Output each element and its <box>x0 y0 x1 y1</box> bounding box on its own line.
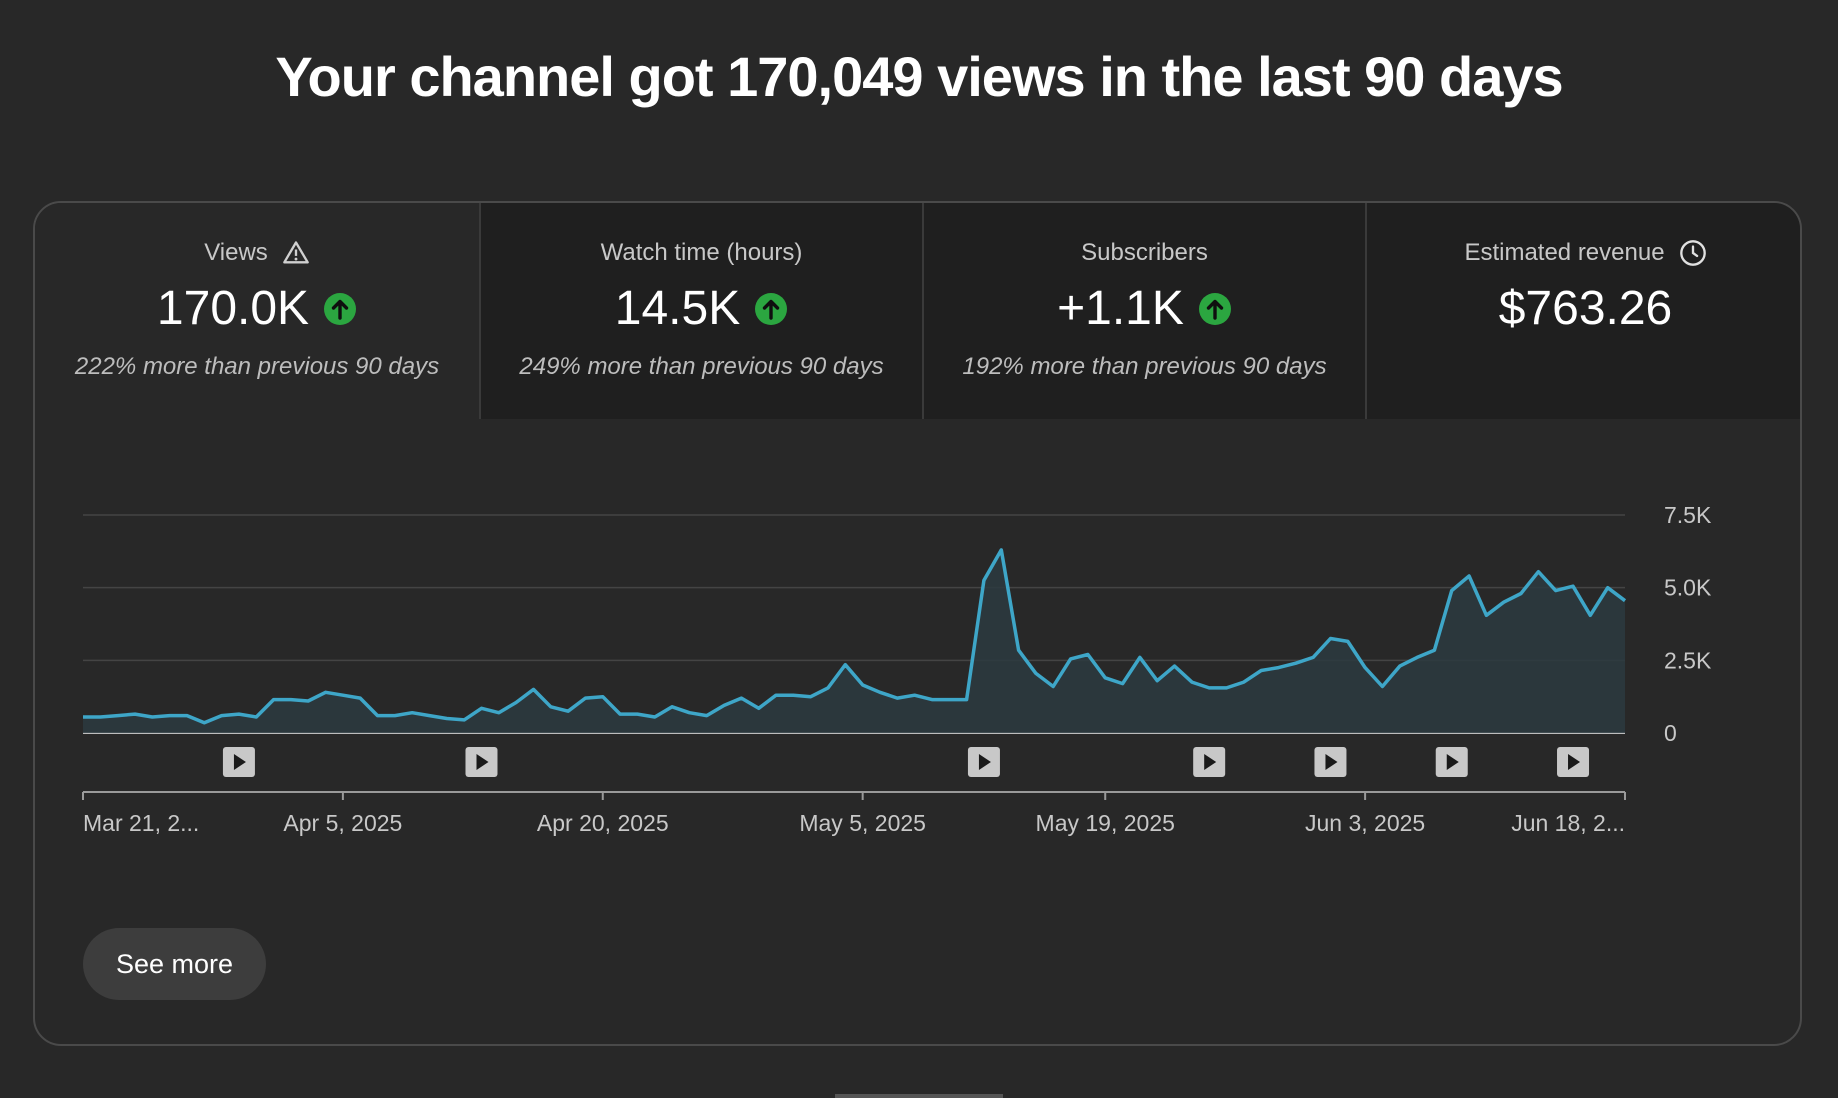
y-tick-label: 2.5K <box>1664 647 1712 673</box>
tab-value: +1.1K <box>1057 282 1184 335</box>
tab-comparison: 222% more than previous 90 days <box>74 353 440 380</box>
video-marker-icon[interactable] <box>465 747 498 777</box>
x-tick-label: May 5, 2025 <box>799 810 926 836</box>
trend-up-icon <box>755 292 788 325</box>
x-tick-label: Mar 21, 2... <box>83 810 199 836</box>
bottom-indicator <box>835 1094 1003 1098</box>
metric-tabs: Views 170.0K 222% more than previous 90 … <box>35 203 1800 419</box>
x-tick-label: Jun 18, 2... <box>1511 810 1625 836</box>
tab-comparison: 249% more than previous 90 days <box>519 353 884 380</box>
video-marker-icon[interactable] <box>1435 747 1468 777</box>
series-area <box>83 549 1625 733</box>
tab-value: $763.26 <box>1498 282 1673 335</box>
video-marker-icon[interactable] <box>967 747 1000 777</box>
video-marker-icon[interactable] <box>1557 747 1590 777</box>
tab-watch-time[interactable]: Watch time (hours) 14.5K 249% more than … <box>479 203 922 419</box>
y-tick-label: 0 <box>1664 720 1677 746</box>
tab-value: 170.0K <box>156 282 310 335</box>
views-area-chart: 0 2.5K 5.0K 7.5K Mar 21, 2... Apr 5, 2025 Apr … <box>82 502 1712 836</box>
x-tick-label: Apr 20, 2025 <box>537 810 669 836</box>
analytics-card: Views 170.0K 222% more than previous 90 … <box>33 201 1802 1046</box>
tab-label: Watch time (hours) <box>600 239 803 266</box>
tab-estimated-revenue[interactable]: Estimated revenue $763.26 <box>1365 203 1800 419</box>
tab-comparison: 192% more than previous 90 days <box>962 353 1327 380</box>
x-tick-label: Jun 3, 2025 <box>1305 810 1425 836</box>
tab-label: Views <box>204 239 268 266</box>
x-tick-label: Apr 5, 2025 <box>283 810 402 836</box>
y-tick-label: 5.0K <box>1664 575 1712 601</box>
x-tick-label: May 19, 2025 <box>1036 810 1175 836</box>
page-headline: Your channel got 170,049 views in the la… <box>275 45 1563 108</box>
tab-views[interactable]: Views 170.0K 222% more than previous 90 … <box>35 203 479 419</box>
see-more-button[interactable]: See more <box>83 928 266 1000</box>
tab-label: Subscribers <box>1081 239 1208 266</box>
video-marker-icon[interactable] <box>222 747 255 777</box>
tab-label: Estimated revenue <box>1464 239 1665 266</box>
trend-up-icon <box>324 292 357 325</box>
video-marker-icon[interactable] <box>1314 747 1347 777</box>
y-tick-label: 7.5K <box>1664 502 1712 528</box>
trend-up-icon <box>1198 292 1231 325</box>
video-marker-icon[interactable] <box>1193 747 1226 777</box>
series-line <box>83 548 1627 725</box>
clock-icon <box>1679 240 1706 266</box>
tab-subscribers[interactable]: Subscribers +1.1K 192% more than previou… <box>922 203 1365 419</box>
tab-value: 14.5K <box>614 282 741 335</box>
warning-icon <box>282 241 309 264</box>
